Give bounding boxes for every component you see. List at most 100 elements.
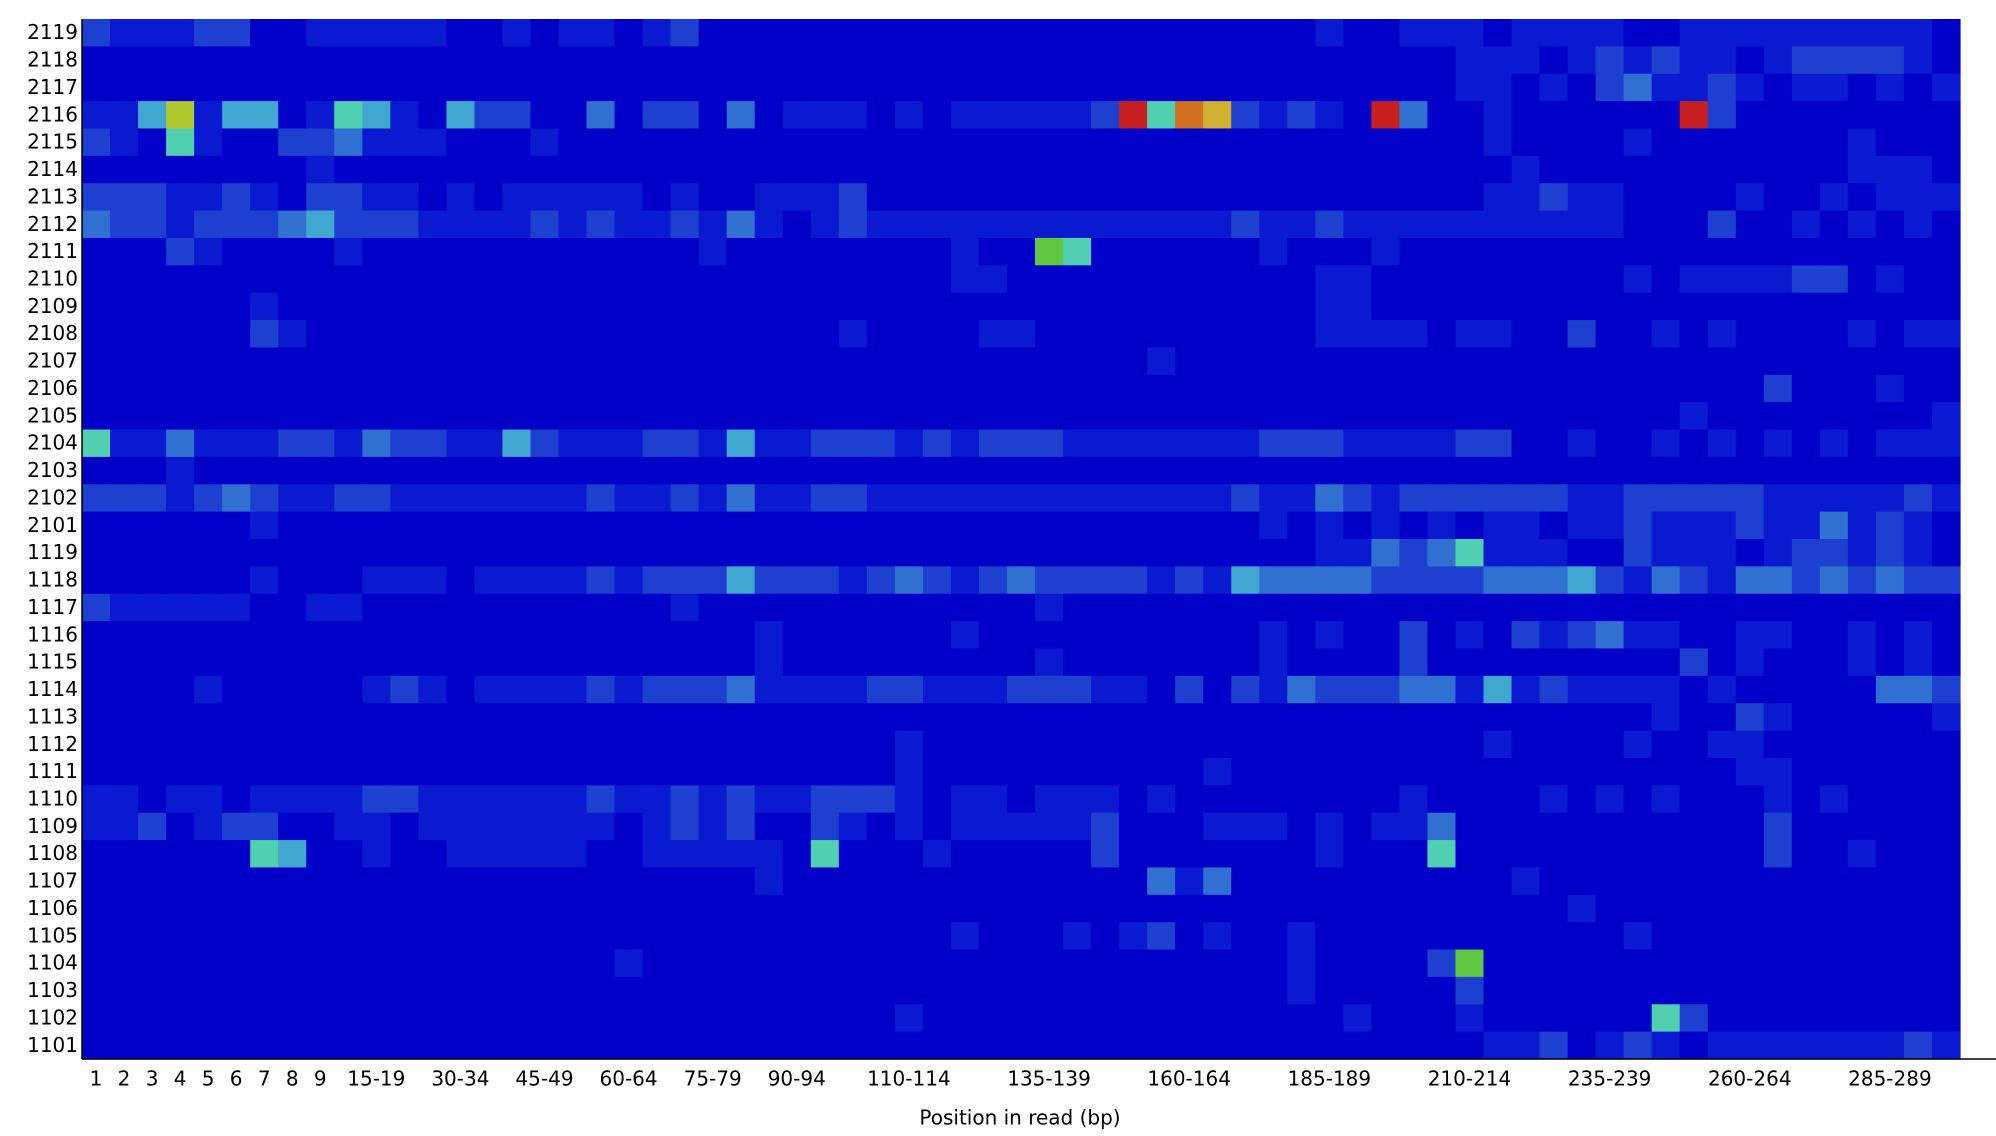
heatmap-cell xyxy=(1035,976,1064,1005)
heatmap-cell xyxy=(950,976,980,1005)
heatmap-cell xyxy=(1119,976,1148,1005)
heatmap-cell xyxy=(1343,593,1372,622)
heatmap-cell xyxy=(1651,894,1681,923)
heatmap-cell xyxy=(586,128,616,157)
heatmap-cell xyxy=(250,976,279,1005)
heatmap-cell xyxy=(754,757,784,786)
heatmap-cell xyxy=(1539,347,1569,376)
heatmap-cell xyxy=(1287,237,1316,266)
heatmap-cell xyxy=(1511,621,1541,650)
heatmap-cell xyxy=(1735,210,1765,239)
heatmap-cell xyxy=(1091,812,1120,841)
heatmap-cell xyxy=(166,566,195,595)
heatmap-cell xyxy=(1567,867,1597,896)
heatmap-cell xyxy=(1595,1031,1625,1060)
heatmap-cell xyxy=(1679,648,1709,677)
heatmap-cell xyxy=(782,73,812,102)
heatmap-cell xyxy=(558,374,588,403)
heatmap-cell xyxy=(1791,374,1821,403)
heatmap-cell xyxy=(222,320,251,349)
heatmap-cell xyxy=(1847,73,1877,102)
heatmap-cell xyxy=(1651,730,1681,759)
heatmap-cell xyxy=(1203,73,1232,102)
heatmap-cell xyxy=(1091,675,1120,704)
heatmap-cell xyxy=(250,730,279,759)
heatmap-cell xyxy=(950,757,980,786)
heatmap-cell xyxy=(1371,347,1400,376)
heatmap-cell xyxy=(922,730,952,759)
heatmap-cell xyxy=(698,949,728,978)
heatmap-cell xyxy=(530,703,560,732)
heatmap-cell xyxy=(474,46,504,75)
heatmap-cell xyxy=(1539,19,1569,47)
heatmap-cell xyxy=(390,101,419,130)
heatmap-cell xyxy=(754,621,784,650)
heatmap-cell xyxy=(1483,210,1513,239)
heatmap-cell xyxy=(110,155,139,184)
heatmap-cell xyxy=(754,320,784,349)
heatmap-cell xyxy=(1203,46,1232,75)
y-tick-label: 1106 xyxy=(27,896,78,920)
heatmap-cell xyxy=(250,785,279,814)
heatmap-cell xyxy=(698,922,728,951)
heatmap-cell xyxy=(110,320,139,349)
heatmap-cell xyxy=(474,155,504,184)
heatmap-cell xyxy=(754,128,784,157)
heatmap-cell xyxy=(1147,73,1176,102)
heatmap-cell xyxy=(1819,292,1849,321)
heatmap-cell xyxy=(1315,757,1344,786)
heatmap-cell xyxy=(1567,237,1597,266)
heatmap-cell xyxy=(1679,730,1709,759)
heatmap-cell xyxy=(1567,402,1597,431)
heatmap-cell xyxy=(1539,46,1569,75)
heatmap-cell xyxy=(670,511,700,540)
heatmap-cell xyxy=(418,237,447,266)
heatmap-cell xyxy=(1063,949,1092,978)
heatmap-cell xyxy=(306,237,335,266)
heatmap-cell xyxy=(1567,374,1597,403)
heatmap-cell xyxy=(1651,539,1681,567)
heatmap-cell xyxy=(1259,757,1288,786)
heatmap-cell xyxy=(1567,976,1597,1005)
heatmap-cell xyxy=(978,19,1008,47)
heatmap-cell xyxy=(866,840,896,869)
heatmap-cell xyxy=(194,155,223,184)
heatmap-cell xyxy=(138,976,167,1005)
heatmap-cell xyxy=(82,730,111,759)
heatmap-cell xyxy=(306,785,335,814)
heatmap-cell xyxy=(922,1031,952,1060)
heatmap-cell xyxy=(334,566,363,595)
heatmap-cell xyxy=(138,730,167,759)
heatmap-cell xyxy=(502,237,532,266)
heatmap-cell xyxy=(1399,511,1429,540)
heatmap-cell xyxy=(306,730,335,759)
heatmap-cell xyxy=(838,840,868,869)
heatmap-cell xyxy=(950,101,980,130)
heatmap-cell xyxy=(698,539,728,567)
x-tick-label: 110-114 xyxy=(867,1067,951,1091)
heatmap-cell xyxy=(530,1004,560,1033)
heatmap-cell xyxy=(614,785,644,814)
heatmap-cell xyxy=(1427,894,1457,923)
heatmap-cell xyxy=(1287,402,1316,431)
heatmap-cell xyxy=(810,648,840,677)
heatmap-cell xyxy=(1483,840,1513,869)
heatmap-cell xyxy=(1567,46,1597,75)
heatmap-cell xyxy=(698,128,728,157)
heatmap-cell xyxy=(586,812,616,841)
heatmap-cell xyxy=(838,402,868,431)
heatmap-cell xyxy=(1063,292,1092,321)
heatmap-cell xyxy=(1427,320,1457,349)
heatmap-cell xyxy=(1259,621,1288,650)
heatmap-cell xyxy=(1931,1004,1961,1033)
heatmap-cell xyxy=(894,347,924,376)
heatmap-cell xyxy=(362,511,391,540)
heatmap-cell xyxy=(250,757,279,786)
heatmap-cell xyxy=(1175,210,1204,239)
heatmap-cell xyxy=(1203,511,1232,540)
heatmap-cell xyxy=(1903,347,1933,376)
heatmap-cell xyxy=(110,1004,139,1033)
heatmap-cell xyxy=(1006,894,1036,923)
heatmap-cell xyxy=(1819,648,1849,677)
heatmap-cell xyxy=(82,894,111,923)
